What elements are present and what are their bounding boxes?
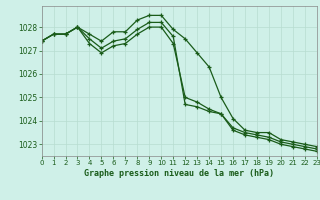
X-axis label: Graphe pression niveau de la mer (hPa): Graphe pression niveau de la mer (hPa) — [84, 169, 274, 178]
